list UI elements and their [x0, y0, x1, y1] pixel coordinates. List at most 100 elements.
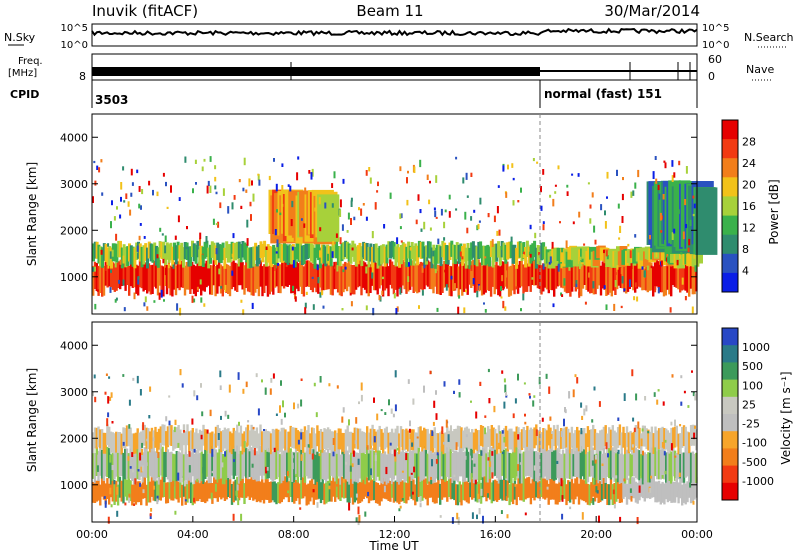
power-cell [98, 167, 101, 173]
velocity-cell [291, 427, 294, 448]
colorbar-swatch [722, 215, 738, 236]
power-cell [664, 265, 667, 296]
power-cell [666, 262, 669, 290]
power-cell [281, 244, 285, 263]
velocity-cell [100, 448, 104, 479]
velocity-cell [147, 428, 150, 449]
power-cell [212, 242, 216, 261]
power-cell [261, 266, 264, 297]
velocity-cell [336, 385, 339, 389]
power-cell [309, 262, 313, 290]
x-tick-label: 00:00 [681, 528, 713, 541]
power-cell [568, 266, 571, 271]
velocity-cell [688, 452, 691, 483]
velocity-cell [481, 476, 485, 498]
power-cell [203, 263, 206, 292]
power-cell [246, 263, 250, 292]
velocity-cell [642, 450, 644, 456]
power-cell [465, 172, 468, 180]
power-cell [254, 264, 257, 293]
velocity-cell [147, 451, 150, 482]
velocity-cell [652, 451, 655, 482]
power-cell [365, 305, 368, 311]
velocity-cell [223, 454, 227, 485]
power-cell [685, 224, 688, 229]
power-cell [417, 194, 420, 201]
velocity-cell [560, 428, 563, 449]
velocity-cell [266, 430, 269, 452]
power-cell [127, 201, 130, 207]
power-cell [444, 209, 447, 213]
power-cell [448, 211, 451, 218]
velocity-cell [307, 444, 310, 448]
velocity-cell [382, 432, 385, 454]
velocity-cell [312, 428, 315, 449]
power-cell [455, 156, 458, 160]
velocity-cell [170, 479, 173, 501]
power-cell [241, 262, 244, 290]
power-cell [126, 259, 129, 285]
velocity-cell [549, 448, 552, 479]
velocity-cell [487, 452, 490, 483]
power-cell [577, 173, 580, 177]
velocity-cell [691, 424, 695, 446]
velocity-cell [456, 425, 460, 447]
power-cell [254, 242, 258, 261]
power-cell [317, 242, 321, 261]
velocity-cell [431, 459, 433, 467]
velocity-cell [485, 432, 488, 454]
velocity-cell [137, 469, 140, 472]
power-cell [476, 290, 479, 298]
velocity-cell [193, 390, 196, 397]
velocity-cell [531, 477, 534, 498]
velocity-cell [624, 433, 627, 454]
velocity-cell [109, 454, 112, 463]
power-cell [495, 261, 498, 290]
velocity-cell [615, 480, 618, 502]
power-cell [371, 272, 374, 279]
velocity-cell [191, 418, 194, 425]
velocity-cell [232, 513, 235, 521]
velocity-cell [191, 428, 194, 449]
power-cell [255, 246, 259, 267]
velocity-cell [95, 480, 98, 502]
velocity-cell [577, 430, 581, 452]
colorbar-tick: 8 [742, 243, 749, 256]
power-cell [191, 240, 194, 257]
power-cell [525, 240, 529, 257]
velocity-cell [592, 477, 595, 485]
velocity-cell [405, 428, 408, 450]
power-cell [444, 245, 448, 265]
power-cell [421, 290, 424, 296]
power-cell [316, 264, 319, 271]
velocity-cell [227, 447, 230, 478]
velocity-cell [674, 455, 677, 458]
power-cell [104, 243, 108, 263]
power-cell [483, 302, 485, 305]
power-cell [400, 213, 403, 219]
velocity-cell [348, 502, 351, 511]
velocity-cell [366, 477, 369, 499]
velocity-cell [417, 446, 420, 477]
power-cell [138, 260, 142, 288]
velocity-cell [286, 452, 289, 483]
velocity-cell [265, 466, 268, 474]
velocity-cell [662, 401, 665, 406]
velocity-cell [453, 429, 456, 450]
velocity-cell [134, 478, 137, 485]
velocity-cell [319, 482, 323, 504]
velocity-cell [512, 413, 515, 419]
velocity-cell [412, 398, 415, 405]
velocity-cell [506, 476, 509, 498]
power-cell [365, 216, 368, 221]
velocity-cell [682, 425, 686, 447]
power-cell [333, 261, 336, 290]
velocity-cell [408, 446, 412, 477]
power-cell [502, 261, 505, 289]
power-cell [381, 244, 385, 263]
power-cell [443, 221, 446, 229]
velocity-cell [394, 480, 397, 502]
velocity-cell [393, 449, 396, 457]
power-cell [478, 220, 481, 223]
